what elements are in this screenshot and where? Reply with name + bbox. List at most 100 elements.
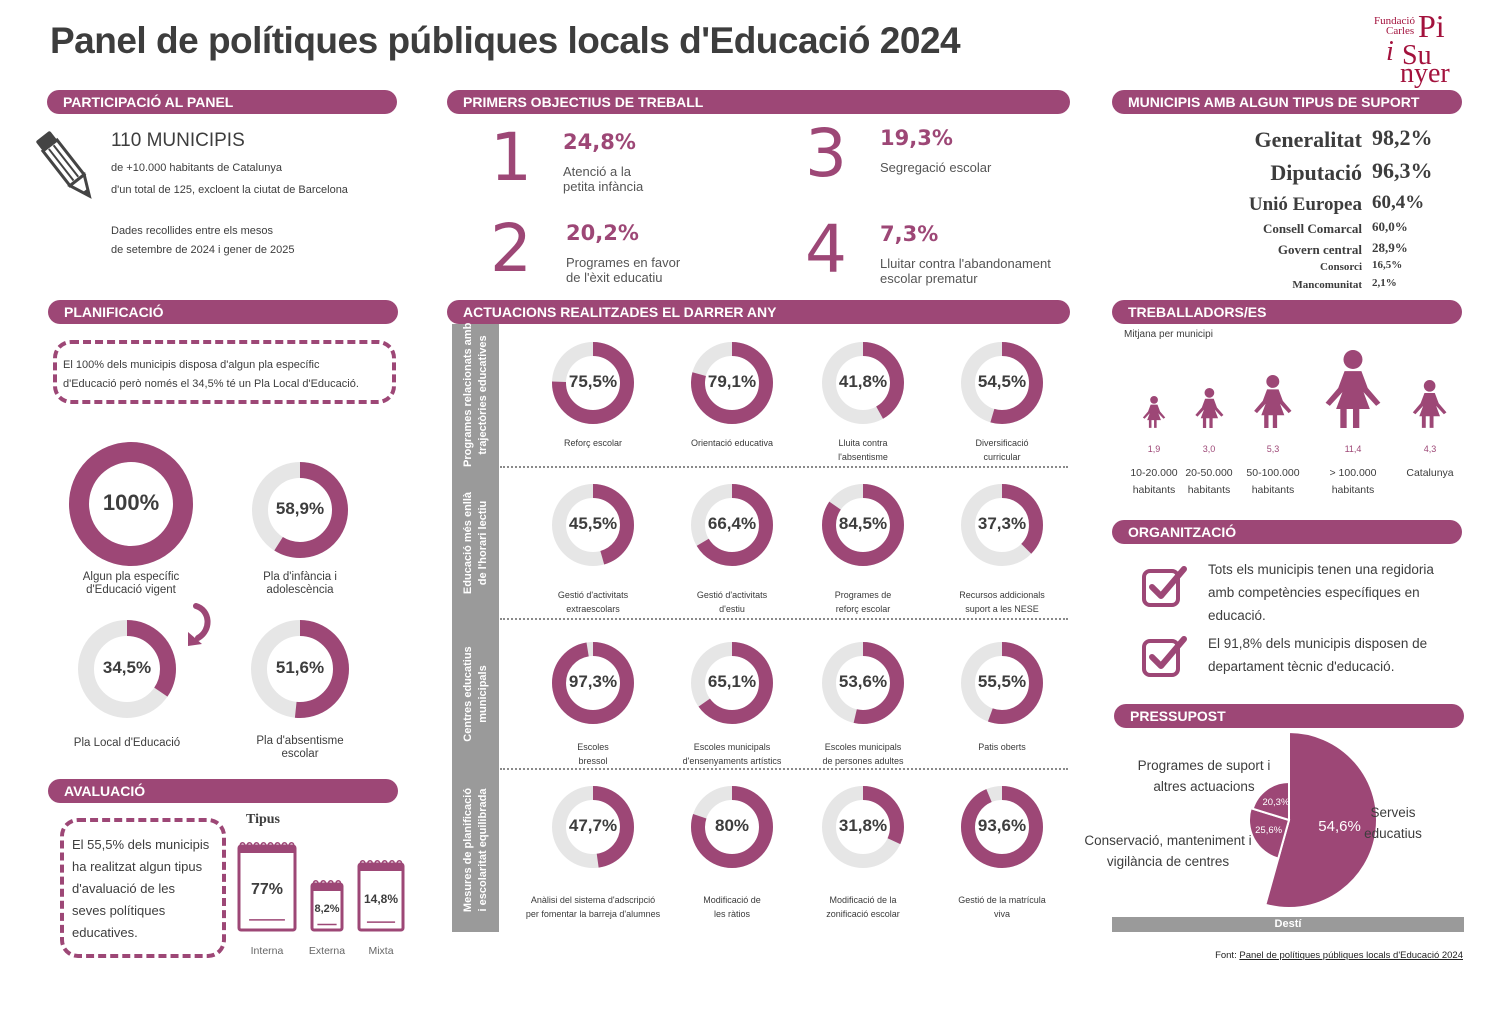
- actuacio-ring-label: 84,5%: [838, 514, 888, 534]
- logo-line1: Fundació: [1374, 15, 1415, 27]
- actuacio-ring-label: 53,6%: [838, 672, 888, 692]
- actuacio-ring-arc: [691, 484, 773, 566]
- suport-pct: 28,9%: [1372, 240, 1408, 255]
- organitzacio-item1-line: educació.: [1208, 608, 1266, 623]
- organitzacio-item1-line: Tots els municipis tenen una regidoria: [1208, 562, 1434, 577]
- actuacio-caption: bressol: [578, 756, 608, 766]
- actuacio-caption: Anàlisi del sistema d'adscripció: [530, 895, 656, 905]
- group-label-line2: trajectòries educatives: [476, 335, 489, 455]
- planificacio-ring-1-arc: [69, 442, 193, 566]
- avaluacio-label: Mixta: [368, 945, 394, 957]
- actuacions-group-label: Centres educatius municipals: [452, 620, 499, 770]
- planificacio-ring-3-label: 34,5%: [102, 658, 152, 678]
- notebook-icon: [237, 842, 297, 932]
- planificacio-caption: adolescència: [266, 584, 334, 596]
- notebook-icon: [310, 880, 344, 932]
- logo-line3: Pi: [1418, 8, 1445, 44]
- objectiu-label: Segregació escolar: [880, 160, 992, 175]
- logo: Fundació Carles Pi i Su nyer: [1372, 8, 1462, 88]
- actuacio-ring: [822, 642, 904, 724]
- participacio-count: 110 MUNICIPIS: [111, 130, 245, 151]
- suport-name: Diputació: [1270, 160, 1362, 185]
- treballadors-cat: 20-50.000: [1185, 467, 1233, 479]
- person-icon: [1413, 380, 1447, 428]
- planificacio-caption: Algun pla específic: [82, 571, 180, 583]
- avaluacio-note-line: seves polítiques: [72, 903, 166, 918]
- actuacio-ring-label: 93,6%: [977, 816, 1027, 836]
- planificacio-ring-4: [251, 620, 349, 718]
- actuacio-ring-label: 47,7%: [568, 816, 618, 836]
- planificacio-caption: Pla d'absentisme: [256, 735, 344, 747]
- avaluacio-header: AVALUACIÓ: [48, 779, 398, 803]
- participacio-line3: Dades recollides entre els mesos: [111, 225, 274, 237]
- treballadors-cat: > 100.000: [1329, 467, 1377, 479]
- treballadors-cat: 50-100.000: [1246, 467, 1300, 479]
- actuacio-caption: Modificació de: [703, 895, 761, 905]
- treballadors-header: TREBALLADORS/ES: [1112, 300, 1462, 324]
- organitzacio-item2-line: departament tècnic d'educació.: [1208, 659, 1395, 674]
- page-title: Panel de polítiques públiques locals d'E…: [50, 20, 961, 61]
- actuacio-ring-label: 45,5%: [568, 514, 618, 534]
- actuacio-ring-arc: [961, 484, 1043, 566]
- pressupost-slice-label: 54,6%: [1318, 817, 1361, 835]
- actuacio-caption: suport a les NESE: [965, 604, 1039, 614]
- avaluacio-pct: 14,8%: [363, 891, 399, 906]
- treballadors-cat: 10-20.000: [1130, 467, 1178, 479]
- curved-arrow-icon: [188, 603, 211, 646]
- actuacio-ring-arc: [822, 786, 904, 868]
- group-separator: [500, 466, 1068, 468]
- actuacio-ring-arc: [552, 484, 634, 566]
- source-link[interactable]: Panel de polítiques públiques locals d'E…: [1239, 950, 1463, 961]
- planificacio-note2: d'Educació però només el 34,5% té un Pla…: [63, 378, 359, 390]
- actuacio-ring-label: 65,1%: [707, 672, 757, 692]
- avaluacio-label: Externa: [308, 945, 346, 957]
- suport-pct: 16,5%: [1372, 259, 1403, 271]
- pressupost-slice-name: vigilància de centres: [1106, 854, 1230, 869]
- logo-line6: nyer: [1400, 58, 1450, 89]
- actuacio-ring-label: 79,1%: [707, 372, 757, 392]
- actuacio-caption: d'estiu: [719, 604, 745, 614]
- actuacio-caption: Escoles municipals: [824, 742, 902, 752]
- group-label-line2: i escolaritat equilibrada: [476, 788, 489, 912]
- planificacio-caption: Pla d'infància i: [263, 571, 337, 583]
- suport-pct: 98,2%: [1372, 125, 1433, 150]
- group-label-line1: Mesures de planificació: [461, 787, 474, 913]
- actuacio-ring: [961, 642, 1043, 724]
- actuacions-sidebar: [452, 324, 499, 932]
- actuacio-caption: Gestió d'activitats: [557, 590, 629, 600]
- objectiu-label: de l'èxit educatiu: [566, 270, 663, 285]
- suport-name: Govern central: [1277, 242, 1362, 257]
- suport-pct: 2,1%: [1372, 277, 1397, 289]
- pressupost-pie: [1248, 730, 1378, 909]
- actuacio-caption: Lluita contra: [838, 438, 888, 448]
- avaluacio-note-line: ha realitzat algun tipus: [72, 859, 203, 874]
- objectiu-pct: 20,2%: [566, 221, 639, 245]
- actuacio-caption: zonificació escolar: [826, 909, 900, 919]
- pressupost-slice: [1264, 730, 1378, 909]
- avaluacio-note-box: El 55,5% dels municipis ha realitzat algu…: [60, 818, 226, 958]
- logo-line5: Su: [1402, 40, 1432, 71]
- actuacio-ring-label: 41,8%: [838, 372, 888, 392]
- actuacio-ring: [552, 342, 634, 424]
- actuacio-caption: reforç escolar: [835, 604, 891, 614]
- objectiu-pct: 19,3%: [880, 126, 953, 150]
- actuacions-group-label: Mesures de planificació i escolaritat equ…: [452, 770, 499, 932]
- group-label-line2: de l'horari lectiu: [476, 500, 489, 586]
- actuacio-ring-label: 75,5%: [568, 372, 618, 392]
- actuacio-ring: [691, 342, 773, 424]
- pressupost-slice-name: Programes de suport i: [1137, 758, 1271, 773]
- group-label-line2: municipals: [476, 665, 489, 723]
- actuacio-ring-arc: [552, 642, 634, 724]
- pressupost-slice: [1248, 806, 1291, 860]
- actuacio-ring: [691, 642, 773, 724]
- suport-header: MUNICIPIS AMB ALGUN TIPUS DE SUPORT: [1112, 90, 1462, 114]
- actuacio-ring: [961, 484, 1043, 566]
- actuacio-caption: Reforç escolar: [563, 438, 623, 448]
- pressupost-header: PRESSUPOST: [1114, 704, 1464, 728]
- avaluacio-label: Interna: [250, 945, 284, 957]
- actuacio-ring: [691, 786, 773, 868]
- treballadors-cat: habitants: [1331, 484, 1375, 496]
- actuacio-ring: [552, 642, 634, 724]
- participacio-line1: de +10.000 habitants de Catalunya: [111, 162, 282, 174]
- group-separator: [500, 768, 1068, 770]
